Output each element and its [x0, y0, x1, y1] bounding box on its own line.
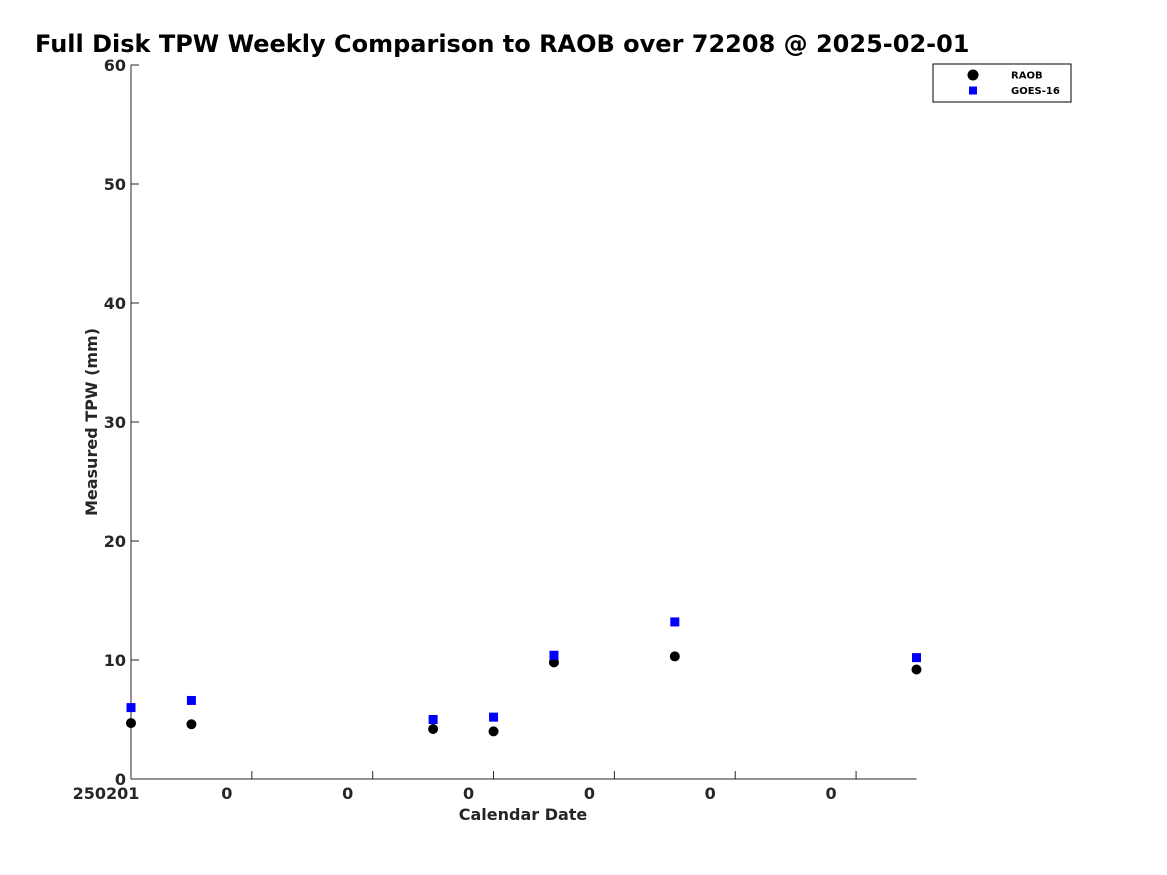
goes16-point [670, 617, 680, 627]
y-tick-label: 60 [104, 56, 126, 75]
legend-marker-goes16 [969, 86, 977, 95]
raob-point [126, 718, 136, 729]
y-tick-label: 20 [104, 532, 126, 551]
axes [130, 65, 917, 780]
x-tick-label: 0 [342, 784, 353, 803]
goes16-point [489, 712, 499, 722]
raob-point [186, 719, 197, 730]
y-tick-label: 40 [104, 294, 126, 313]
goes16-point [186, 695, 196, 705]
y-tick-label: 30 [104, 413, 126, 432]
y-tick-label: 10 [104, 651, 126, 670]
x-tick-label: 0 [584, 784, 595, 803]
data-points [126, 617, 922, 737]
legend-label-goes16: GOES-16 [1011, 86, 1060, 97]
raob-point [488, 726, 499, 737]
raob-point [911, 664, 922, 675]
y-axis-label: Measured TPW (mm) [82, 328, 101, 516]
y-tick-label: 0 [115, 770, 126, 789]
raob-point [548, 657, 559, 668]
raob-point [428, 724, 439, 735]
x-axis-label: Calendar Date [459, 805, 588, 824]
y-tick-label: 50 [104, 175, 126, 194]
legend-marker-raob [967, 69, 979, 81]
x-tick-label: 250201 [73, 784, 140, 803]
x-tick-label: 0 [826, 784, 837, 803]
y-ticks: 0 10 20 30 40 50 60 [104, 56, 139, 789]
x-tick-label: 0 [221, 784, 232, 803]
x-ticks: 250201 0 0 0 0 0 0 [73, 771, 857, 803]
legend-box [932, 63, 1072, 103]
legend-label-raob: RAOB [1011, 71, 1043, 82]
legend: RAOB GOES-16 [932, 63, 1072, 103]
goes16-point [912, 653, 921, 663]
x-tick-label: 0 [705, 784, 716, 803]
goes16-point [126, 703, 136, 713]
goes16-point [549, 650, 559, 660]
x-tick-label: 0 [463, 784, 474, 803]
goes16-point [428, 715, 438, 724]
raob-point [669, 651, 680, 662]
chart-title: Full Disk TPW Weekly Comparison to RAOB … [35, 30, 970, 58]
